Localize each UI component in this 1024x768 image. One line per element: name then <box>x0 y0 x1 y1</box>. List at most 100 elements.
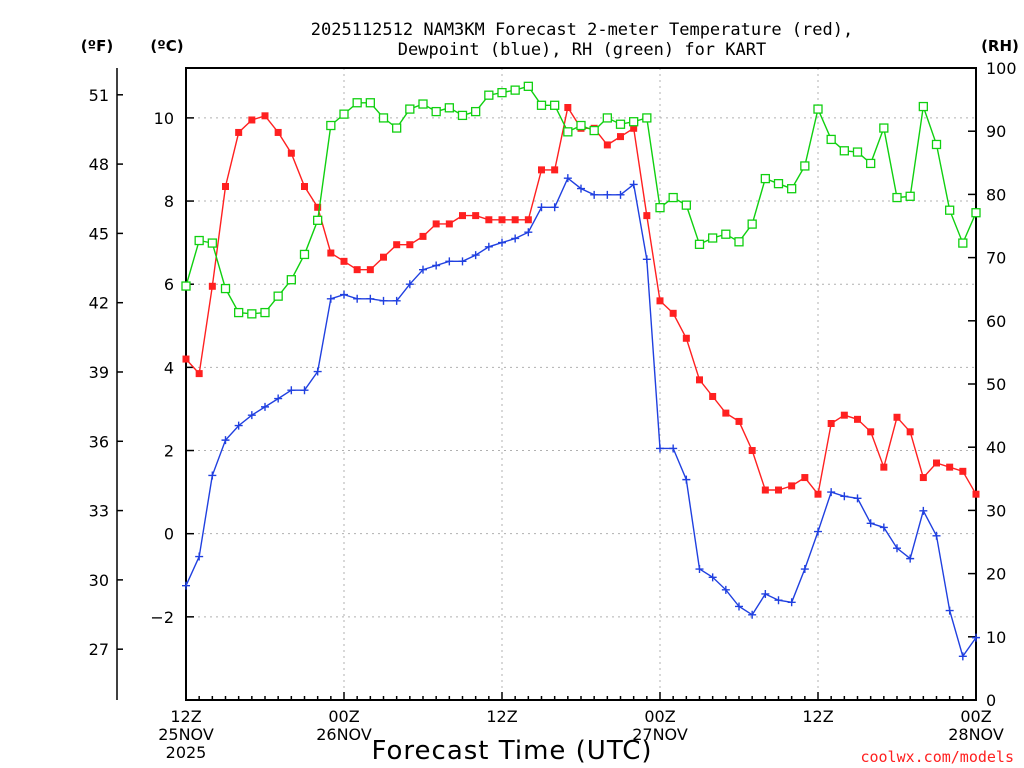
temperature-point <box>840 411 848 419</box>
rh-point <box>550 100 560 110</box>
celsius-tick-label: 0 <box>164 525 174 544</box>
dewpoint-point <box>840 492 849 501</box>
rh-point <box>879 123 889 133</box>
x-tick-label-4-0: 12Z <box>802 707 833 726</box>
temperature-point <box>472 212 480 220</box>
rh-point <box>365 98 375 108</box>
rh-point <box>589 125 599 136</box>
rh-point <box>339 109 349 119</box>
x-axis-label: Forecast Time (UTC) <box>371 736 652 766</box>
temperature-point <box>709 392 717 400</box>
rh-point <box>629 117 639 127</box>
dewpoint-point <box>708 573 717 582</box>
rh-point <box>892 192 902 203</box>
temperature-point <box>406 241 414 249</box>
temperature-point <box>630 124 638 132</box>
temperature-point <box>564 104 572 111</box>
chart-axes <box>116 67 977 701</box>
rh-point <box>273 291 283 301</box>
rh-point <box>787 184 797 194</box>
celsius-tick-label: 8 <box>164 192 174 211</box>
fahrenheit-tick-label: 39 <box>89 363 109 382</box>
rh-point <box>852 147 863 157</box>
rh-tick-label: 40 <box>986 438 1006 457</box>
celsius-tick-label: 2 <box>164 442 174 461</box>
temperature-point <box>827 420 835 427</box>
rh-point <box>510 85 520 95</box>
rh-point <box>971 208 981 218</box>
temperature-point <box>748 447 756 455</box>
dewpoint-point <box>629 180 638 189</box>
dewpoint-point <box>458 257 467 266</box>
temperature-point <box>551 166 559 174</box>
x-tick-label-3-0: 00Z <box>644 707 675 726</box>
temperature-point <box>682 334 690 342</box>
credit-label: coolwx.com/models <box>860 748 1014 766</box>
x-tick-label-5-1: 28NOV <box>948 725 1004 744</box>
rh-point <box>536 100 547 110</box>
x-tick-label-2-0: 12Z <box>486 707 517 726</box>
dewpoint-point <box>274 394 283 403</box>
rh-point <box>773 179 784 189</box>
dewpoint-point <box>366 294 375 303</box>
dewpoint-point <box>669 444 678 453</box>
x-tick-label-0-2: 2025 <box>166 743 207 762</box>
rh-line <box>185 85 977 315</box>
temperature-point <box>498 216 506 224</box>
rh-point <box>668 192 678 203</box>
temperature-line <box>185 105 977 496</box>
temperature-point <box>248 116 256 124</box>
temperature-point <box>459 212 466 220</box>
temperature-point <box>445 220 453 228</box>
dewpoint-point <box>445 257 454 266</box>
rh-point <box>655 203 665 213</box>
dewpoint-point <box>945 606 954 615</box>
rh-point <box>563 127 573 137</box>
dewpoint-point <box>340 290 348 299</box>
rh-point <box>299 249 310 260</box>
temperature-point <box>761 486 769 494</box>
fahrenheit-tick-label: 30 <box>89 571 109 590</box>
rh-point <box>721 229 731 239</box>
chart-grid <box>186 68 976 700</box>
rh-point <box>220 283 231 294</box>
rh-tick-label: 100 <box>986 59 1017 78</box>
rh-point <box>760 173 770 184</box>
temperature-point <box>959 467 967 475</box>
dewpoint-point <box>761 589 770 598</box>
temperature-point <box>287 149 295 157</box>
dewpoint-point <box>853 494 862 503</box>
dewpoint-point <box>695 565 704 574</box>
rh-point <box>905 191 915 201</box>
temperature-point <box>274 128 282 136</box>
rh-tick-label: 80 <box>986 185 1006 204</box>
dewpoint-point <box>379 296 388 305</box>
temperature-point <box>182 355 190 363</box>
temperature-point <box>524 216 532 224</box>
rh-point <box>457 110 468 121</box>
rh-point <box>234 307 244 318</box>
temperature-point <box>353 266 361 274</box>
x-tick-label-3-1: 27NOV <box>632 725 688 744</box>
dewpoint-point <box>787 598 796 607</box>
chart-title-line-2: Dewpoint (blue), RH (green) for KART <box>398 40 766 60</box>
rh-point <box>523 81 533 91</box>
fahrenheit-tick-label: 51 <box>89 86 109 105</box>
fahrenheit-tick-label: 33 <box>89 502 109 521</box>
dewpoint-point <box>735 602 743 611</box>
temperature-point <box>919 474 927 482</box>
rh-point <box>800 161 810 171</box>
rh-point <box>747 219 757 229</box>
dewpoint-point <box>866 519 875 528</box>
chart-title-line-1: 2025112512 NAM3KM Forecast 2-meter Tempe… <box>311 20 853 40</box>
dewpoint-point <box>550 203 559 212</box>
rh-unit-label: (RH) <box>981 37 1019 55</box>
dewpoint-point <box>682 475 691 484</box>
x-tick-label-0-0: 12Z <box>170 707 201 726</box>
temperature-point <box>538 166 545 174</box>
rh-point <box>576 120 586 131</box>
dewpoint-point <box>326 294 335 303</box>
rh-point <box>945 205 955 215</box>
rh-point <box>405 104 415 114</box>
